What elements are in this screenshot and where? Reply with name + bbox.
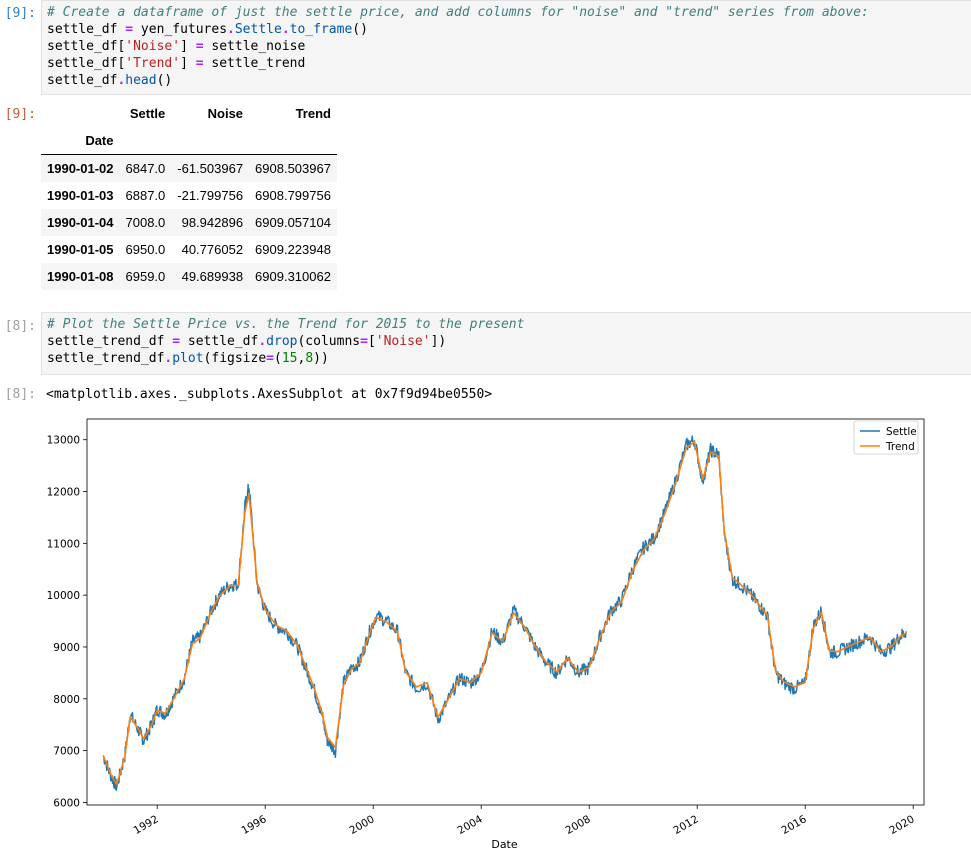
y-tick-label: 12000 xyxy=(47,487,80,499)
x-tick-label: 1992 xyxy=(132,813,161,837)
table-cell: 6909.057104 xyxy=(255,215,331,230)
row-index: 1990-01-04 xyxy=(47,215,114,230)
table-cell: 6959.0 xyxy=(125,269,166,284)
table-cell: 6847.0 xyxy=(125,161,166,176)
table-cell: 6909.310062 xyxy=(255,269,331,284)
legend-entry: Trend xyxy=(885,441,915,453)
row-index: 1990-01-08 xyxy=(47,269,114,284)
table-cell: -21.799756 xyxy=(177,188,244,203)
code-editor-8[interactable]: # Plot the Settle Price vs. the Trend fo… xyxy=(41,312,971,375)
row-index: 1990-01-05 xyxy=(47,242,114,257)
code-line: settle_df = yen_futures.Settle.to_frame(… xyxy=(47,22,368,37)
index-name: Date xyxy=(85,133,114,148)
plot-area: 6000 7000 8000 9000 10000 11000 12000 13000 1992… xyxy=(47,418,925,851)
row-index: 1990-01-03 xyxy=(47,188,114,203)
code-line: # Plot the Settle Price vs. the Trend fo… xyxy=(47,317,525,332)
table-cell: 6908.503967 xyxy=(255,161,331,176)
x-tick-label: 2004 xyxy=(456,813,485,837)
table-row: 1990-01-08 6959.0 49.689938 6909.310062 xyxy=(41,263,337,290)
y-tick-label: 9000 xyxy=(53,642,80,654)
y-tick-label: 7000 xyxy=(53,746,80,758)
x-tick-label: 2000 xyxy=(348,813,377,837)
column-header: Settle xyxy=(129,106,166,121)
settle-trend-chart: 6000 7000 8000 9000 10000 11000 12000 13000 1992… xyxy=(47,418,925,851)
output-prompt-9: [9]: xyxy=(4,107,36,122)
code-line: settle_df['Trend'] = settle_trend xyxy=(47,56,306,71)
dataframe-table: Settle Noise Trend Date 1990-01-02 6847.0… xyxy=(41,100,337,290)
column-header: Trend xyxy=(295,106,331,121)
table-cell: -61.503967 xyxy=(177,161,244,176)
x-tick-label: 2020 xyxy=(888,813,917,837)
table-row: 1990-01-05 6950.0 40.776052 6909.223948 xyxy=(41,236,337,263)
table-cell: 98.942896 xyxy=(181,215,244,230)
code-editor-9[interactable]: # Create a dataframe of just the settle … xyxy=(41,0,971,95)
index-name-row: Date xyxy=(41,127,337,155)
y-tick-label: 8000 xyxy=(53,694,80,706)
code-line: # Create a dataframe of just the settle … xyxy=(47,5,869,20)
table-cell: 6950.0 xyxy=(125,242,166,257)
table-cell: 6908.799756 xyxy=(255,188,331,203)
x-axis-label: Date xyxy=(491,838,518,851)
code-line: settle_df.head() xyxy=(47,73,173,88)
table-header-row: Settle Noise Trend xyxy=(41,100,337,127)
x-tick-label: 2016 xyxy=(780,813,809,837)
table-row: 1990-01-04 7008.0 98.942896 6909.057104 xyxy=(41,209,337,236)
table-cell: 7008.0 xyxy=(125,215,166,230)
code-line: settle_trend_df.plot(figsize=(15,8)) xyxy=(47,351,329,366)
table-cell: 6909.223948 xyxy=(255,242,331,257)
code-line: settle_trend_df = settle_df.drop(columns… xyxy=(47,334,447,349)
input-prompt-8: [8]: xyxy=(4,319,36,334)
axes-frame xyxy=(86,418,925,806)
series-line-trend xyxy=(102,441,907,786)
table-corner xyxy=(41,100,120,127)
output-repr: <matplotlib.axes._subplots.AxesSubplot a… xyxy=(46,387,493,402)
table-cell: 6887.0 xyxy=(125,188,166,203)
table-cell: 49.689938 xyxy=(181,269,244,284)
output-prompt-8: [8]: xyxy=(4,387,36,402)
column-header: Noise xyxy=(207,106,244,121)
y-tick-label: 6000 xyxy=(53,797,80,809)
x-tick-label: 1996 xyxy=(240,813,269,837)
input-prompt-9: [9]: xyxy=(4,6,36,21)
table-row: 1990-01-03 6887.0 -21.799756 6908.799756 xyxy=(41,182,337,209)
y-tick-label: 10000 xyxy=(47,590,80,602)
legend-entry: Settle xyxy=(886,426,917,438)
code-line: settle_df['Noise'] = settle_noise xyxy=(47,39,306,54)
x-tick-label: 2012 xyxy=(672,813,701,837)
x-tick-label: 2008 xyxy=(564,813,593,837)
y-tick-label: 11000 xyxy=(47,538,80,550)
y-tick-label: 13000 xyxy=(47,435,80,447)
table-row: 1990-01-02 6847.0 -61.503967 6908.503967 xyxy=(41,154,337,182)
row-index: 1990-01-02 xyxy=(47,161,114,176)
table-cell: 40.776052 xyxy=(181,242,244,257)
